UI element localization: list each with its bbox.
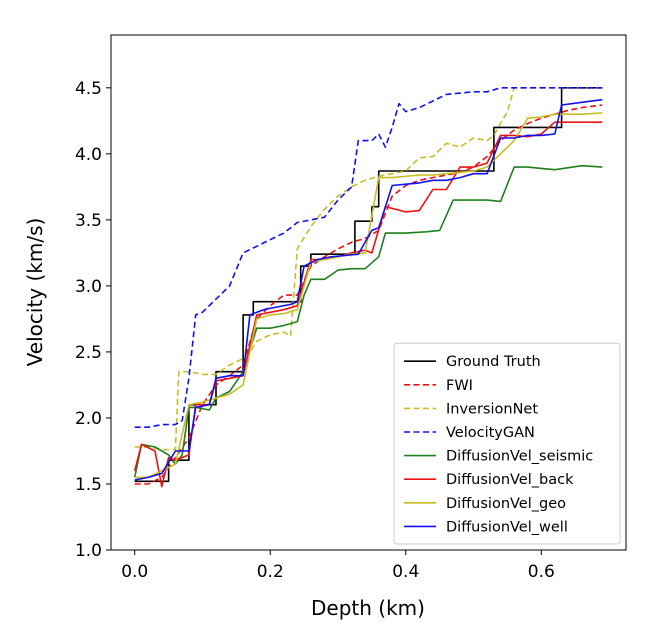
- x-axis-label: Depth (km): [311, 596, 425, 620]
- legend-label-diffusionvel-well: DiffusionVel_well: [446, 519, 568, 535]
- legend-label-diffusionvel-back: DiffusionVel_back: [446, 472, 574, 488]
- y-tick-label: 1.5: [75, 475, 102, 495]
- legend-label-fwi: FWI: [446, 378, 473, 394]
- series-line-inversionnet: [134, 87, 603, 451]
- plot-frame: [110, 34, 627, 551]
- legend-label-velocitygan: VelocityGAN: [446, 425, 535, 441]
- series-line-velocitygan: [134, 87, 603, 429]
- legend-box: [393, 342, 621, 545]
- y-tick-label: 4.5: [75, 79, 102, 99]
- series-line-diffusionvel-well: [134, 98, 603, 481]
- y-tick-label: 4.0: [75, 145, 102, 165]
- x-tick-label: 0.6: [528, 562, 555, 582]
- ticks-layer: 0.0 0.2 0.4 0.6 1.0 1.5 2.0 2.5 3.0 3.5 4.0 4.5: [75, 79, 555, 582]
- y-tick-label: 2.0: [75, 409, 102, 429]
- y-tick-label: 1.0: [75, 541, 102, 561]
- x-tick-label: 0.0: [121, 562, 148, 582]
- y-tick-label: 3.0: [75, 277, 102, 297]
- legend-label-inversionnet: InversionNet: [446, 401, 538, 417]
- series-layer: [133, 87, 603, 488]
- legend-label-diffusionvel-geo: DiffusionVel_geo: [446, 496, 566, 512]
- legend-label-ground-truth: Ground Truth: [446, 354, 541, 370]
- x-tick-label: 0.4: [392, 562, 419, 582]
- series-line-fwi: [134, 104, 603, 485]
- x-tick-label: 0.2: [257, 562, 284, 582]
- legend: Ground Truth FWI InversionNet VelocityGAN Di…: [393, 342, 621, 545]
- y-tick-label: 3.5: [75, 211, 102, 231]
- legend-label-diffusionvel-seismic: DiffusionVel_seismic: [446, 449, 593, 465]
- y-axis-label: Velocity (km/s): [23, 218, 47, 367]
- y-tick-label: 2.5: [75, 343, 102, 363]
